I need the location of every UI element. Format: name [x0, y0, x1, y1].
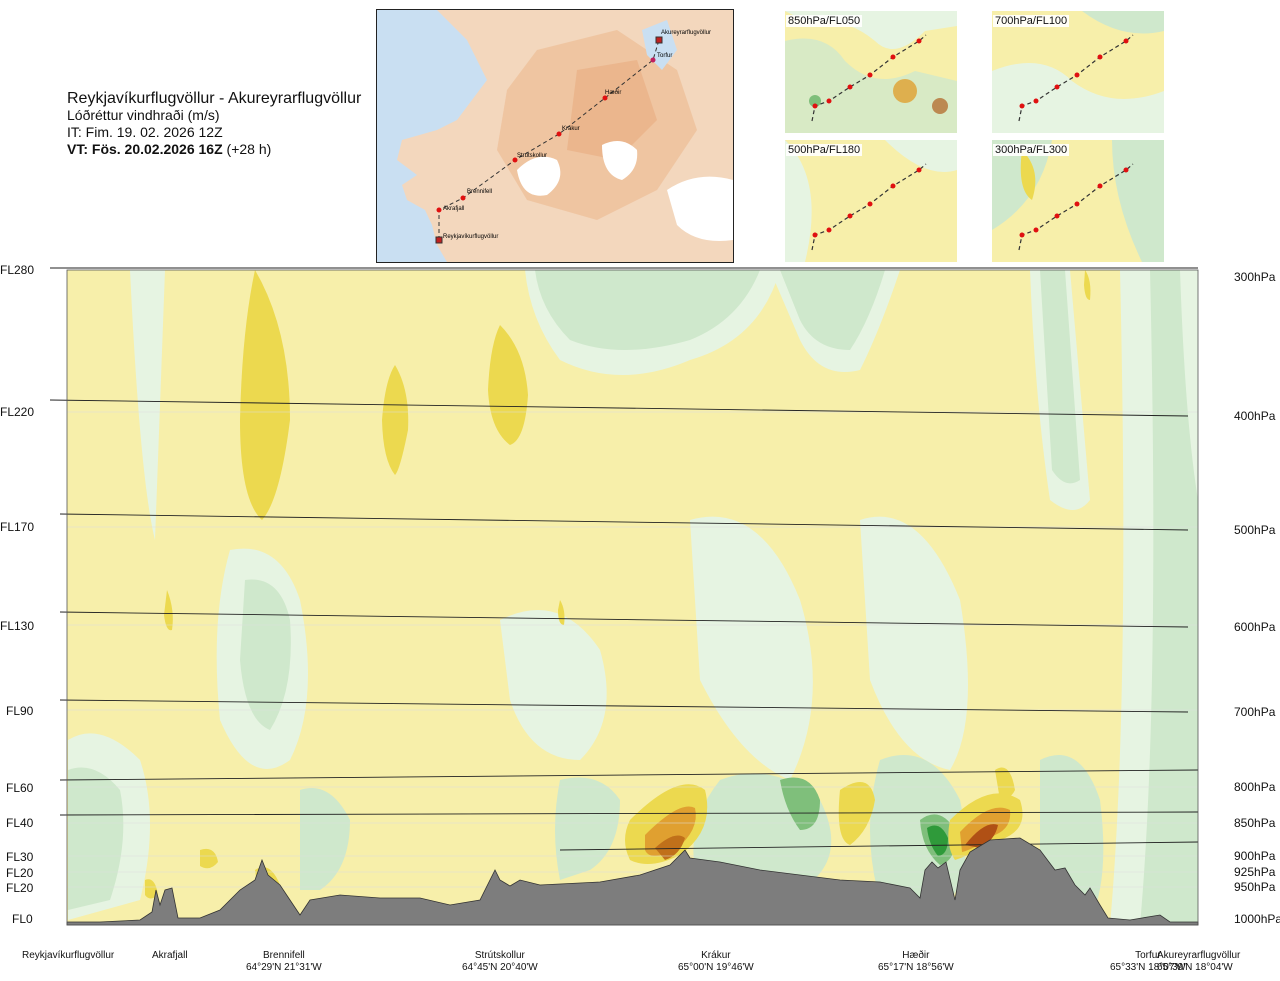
location-akureyrarflugvollur: Akureyrarflugvöllur 65°39'N 18°04'W: [1157, 950, 1240, 974]
location-name: Strútskollur: [474, 950, 525, 961]
hpa-label-900: 900hPa: [1234, 849, 1276, 863]
location-akrafjall: Akrafjall: [152, 950, 188, 962]
xsec-frame: [66, 269, 1199, 926]
location-name: Reykjavíkurflugvöllur: [22, 950, 115, 961]
location-coords: 65°33'N 18°07'W: [1110, 962, 1186, 973]
location-strutskollur: Strútskollur 64°45'N 20°40'W: [462, 950, 538, 974]
location-name: Krákur: [701, 950, 731, 961]
route-map-svg: Akureyrarflugvöllur Torfur Hæðir Krákur …: [377, 10, 733, 262]
location-coords: 64°29'N 21°31'W: [246, 962, 322, 973]
route-title: Reykjavíkurflugvöllur - Akureyrarflugvöl…: [67, 90, 362, 107]
terrain-profile: [66, 837, 1199, 926]
location-brennifell: Brennifell 64°29'N 21°31'W: [246, 950, 322, 974]
fl-label-90: FL90: [6, 704, 34, 718]
hpa-label-300: 300hPa: [1234, 270, 1276, 284]
panel-500hpa-map: [785, 140, 957, 262]
location-krakur: Krákur 65°00'N 19°46'W: [678, 950, 754, 974]
valid-time: VT: Fös. 20.02.2026 16Z (+28 h): [67, 141, 361, 158]
location-name: Akrafjall: [152, 950, 188, 961]
valid-time-offset: (+28 h): [226, 141, 272, 157]
hpa-label-500: 500hPa: [1234, 523, 1276, 537]
location-coords: 65°39'N 18°04'W: [1157, 962, 1233, 973]
fl-label-280: FL280: [0, 263, 35, 277]
hpa-label-1000: 1000hPa: [1234, 912, 1280, 926]
location-coords: 65°00'N 19°46'W: [678, 962, 754, 973]
panel-500hpa: 500hPa/FL180: [785, 140, 957, 262]
fl-label-170: FL170: [0, 520, 35, 534]
fl-label-40: FL40: [6, 816, 34, 830]
location-haedir: Hæðir 65°17'N 18°56'W: [878, 950, 954, 974]
hpa-label-600: 600hPa: [1234, 620, 1276, 634]
fl-label-130: FL130: [0, 619, 35, 633]
location-name: Akureyrarflugvöllur: [1157, 950, 1241, 961]
map-label-torfur: Torfur: [657, 53, 672, 59]
location-torfur: Torfur 65°33'N 18°07'W: [1110, 950, 1186, 974]
panel-850hpa-map: [785, 11, 957, 133]
location-coords: 64°45'N 20°40'W: [462, 962, 538, 973]
hpa-label-850: 850hPa: [1234, 816, 1276, 830]
title-block: Reykjavíkurflugvöllur - Akureyrarflugvöl…: [67, 90, 361, 158]
map-label-brennifell: Brennifell: [467, 189, 492, 195]
fl-label-30: FL30: [6, 850, 34, 864]
location-name: Brennifell: [263, 950, 305, 961]
fl-label-0: FL0: [12, 912, 33, 926]
route-map: Akureyrarflugvöllur Torfur Hæðir Krákur …: [376, 9, 734, 263]
hpa-label-925: 925hPa: [1234, 865, 1276, 879]
location-name: Hæðir: [902, 950, 930, 961]
wind-barbs: [49, 267, 1199, 851]
panel-700hpa-map: [992, 11, 1164, 133]
fl-label-220: FL220: [0, 405, 35, 419]
valid-time-value: VT: Fös. 20.02.2026 16Z: [67, 141, 223, 157]
subtitle: Lóðréttur vindhraði (m/s): [67, 107, 220, 123]
map-label-reykjavikurflugvollur: Reykjavíkurflugvöllur: [443, 234, 498, 240]
issue-time: IT: Fim. 19. 02. 2026 12Z: [67, 124, 223, 140]
fl-label-60: FL60: [6, 781, 34, 795]
fl-label-20b: FL20: [6, 881, 34, 895]
panel-700hpa: 700hPa/FL100: [992, 11, 1164, 133]
hpa-label-950: 950hPa: [1234, 880, 1276, 894]
location-reykjavikurflugvollur: Reykjavíkurflugvöllur: [22, 950, 114, 962]
map-label-akrafjall: Akrafjall: [443, 206, 464, 212]
hpa-label-800: 800hPa: [1234, 780, 1276, 794]
panel-300hpa-label: 300hPa/FL300: [993, 144, 1070, 156]
fl-label-20a: FL20: [6, 866, 34, 880]
location-name: Torfur: [1135, 950, 1161, 961]
map-label-krakur: Krákur: [562, 126, 580, 132]
hpa-label-400: 400hPa: [1234, 409, 1276, 423]
panel-300hpa: 300hPa/FL300: [992, 140, 1164, 262]
map-label-akureyrarflugvollur: Akureyrarflugvöllur: [661, 30, 711, 36]
map-label-strutskollur: Strútskollur: [517, 153, 547, 159]
hpa-label-700: 700hPa: [1234, 705, 1276, 719]
panel-700hpa-label: 700hPa/FL100: [993, 15, 1070, 27]
updraft-areas: [145, 270, 1091, 899]
panel-500hpa-label: 500hPa/FL180: [786, 144, 863, 156]
panel-850hpa-label: 850hPa/FL050: [786, 15, 863, 27]
panel-850hpa: 850hPa/FL050: [785, 11, 957, 133]
vertical-cross-section: [49, 267, 1199, 926]
map-label-haedir: Hæðir: [605, 89, 621, 96]
panel-300hpa-map: [992, 140, 1164, 262]
location-coords: 65°17'N 18°56'W: [878, 962, 954, 973]
